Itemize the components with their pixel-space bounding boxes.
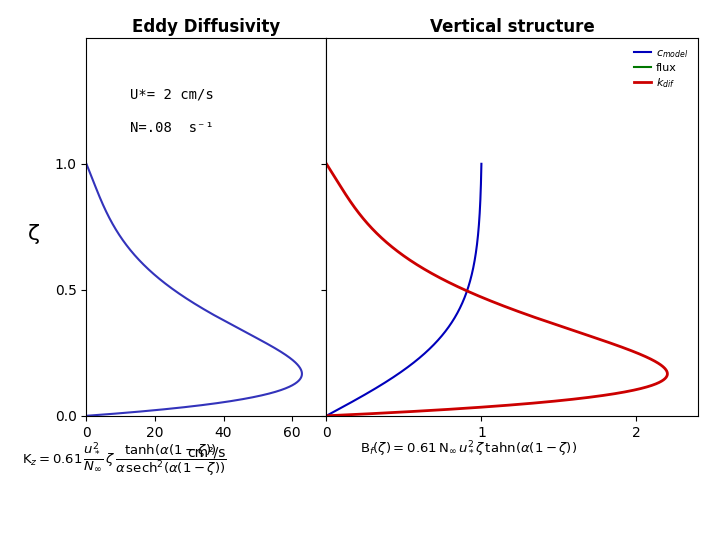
X-axis label: cm²/s: cm²/s: [187, 445, 225, 459]
Title: Eddy Diffusivity: Eddy Diffusivity: [132, 18, 281, 36]
Text: N=.08  s⁻¹: N=.08 s⁻¹: [130, 122, 213, 136]
Text: $\mathrm{K}_z = 0.61\,\dfrac{u_*^2}{N_\infty}\,\zeta\,\dfrac{\tanh(\alpha(1-\zet: $\mathrm{K}_z = 0.61\,\dfrac{u_*^2}{N_\i…: [22, 440, 226, 478]
Legend: $c_{model}$, flux, $k_{dif}$: $c_{model}$, flux, $k_{dif}$: [629, 43, 693, 94]
Text: U*= 2 cm/s: U*= 2 cm/s: [130, 87, 213, 102]
Text: $\mathrm{B}_f(\zeta) = 0.61\,\mathrm{N}_\infty\,u_*^2\zeta\,\mathrm{tahn}(\alpha: $\mathrm{B}_f(\zeta) = 0.61\,\mathrm{N}_…: [360, 440, 577, 459]
Text: ζ: ζ: [27, 224, 40, 245]
Title: Vertical structure: Vertical structure: [430, 18, 595, 36]
